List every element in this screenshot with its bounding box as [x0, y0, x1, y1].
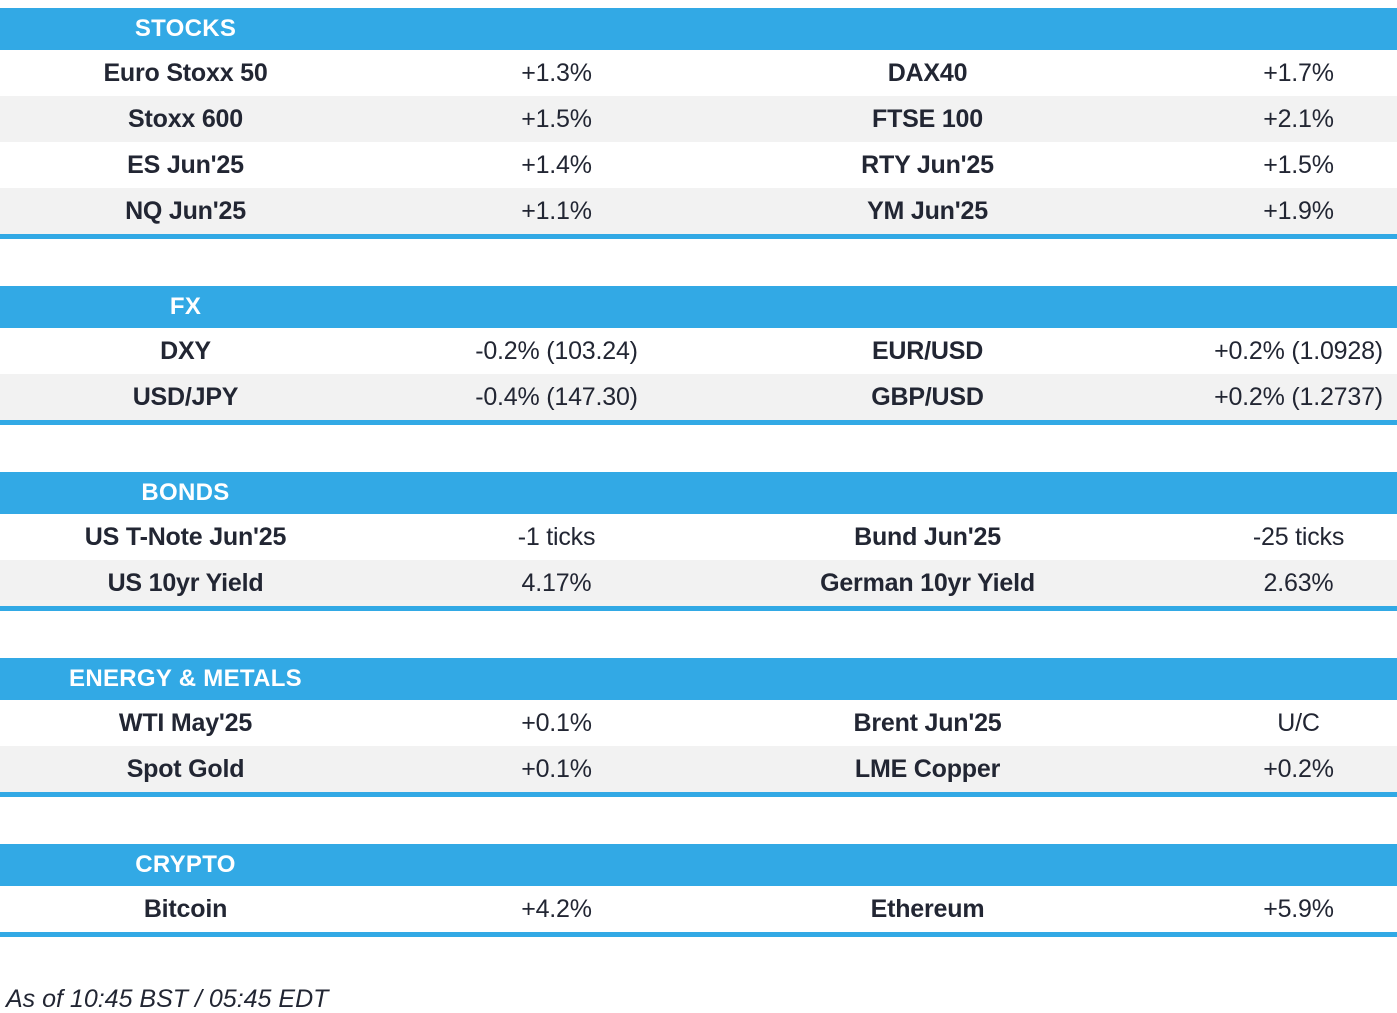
instrument-name-cell: German 10yr Yield — [820, 568, 1035, 597]
instrument-value-cell: -0.2% (103.24) — [475, 336, 638, 365]
table-row: US 10yr Yield 4.17% German 10yr Yield 2.… — [0, 560, 1397, 606]
section-fx: FX DXY -0.2% (103.24) EUR/USD +0.2% (1.0… — [0, 286, 1397, 425]
instrument-value-cell: -25 ticks — [1252, 522, 1345, 551]
section-rows: US T-Note Jun'25 -1 ticks Bund Jun'25 -2… — [0, 514, 1397, 606]
table-row: NQ Jun'25 +1.1% YM Jun'25 +1.9% — [0, 188, 1397, 234]
section-rows: WTI May'25 +0.1% Brent Jun'25 U/C Spot G… — [0, 700, 1397, 792]
instrument-value-cell: +1.9% — [1263, 196, 1334, 225]
instrument-value-cell: 4.17% — [521, 568, 592, 597]
instrument-value-cell: -1 ticks — [517, 522, 596, 551]
table-row: USD/JPY -0.4% (147.30) GBP/USD +0.2% (1.… — [0, 374, 1397, 420]
instrument-name-cell: ES Jun'25 — [127, 150, 244, 179]
table-row: DXY -0.2% (103.24) EUR/USD +0.2% (1.0928… — [0, 328, 1397, 374]
instrument-name-cell: Bitcoin — [143, 894, 228, 923]
instrument-name-cell: Spot Gold — [126, 754, 245, 783]
instrument-name-cell: US 10yr Yield — [107, 568, 264, 597]
table-row: US T-Note Jun'25 -1 ticks Bund Jun'25 -2… — [0, 514, 1397, 560]
instrument-name-cell: Bund Jun'25 — [854, 522, 1001, 551]
instrument-value-cell: +1.7% — [1263, 58, 1334, 87]
table-row: WTI May'25 +0.1% Brent Jun'25 U/C — [0, 700, 1397, 746]
section-title: ENERGY & METALS — [69, 665, 302, 692]
instrument-name-cell: NQ Jun'25 — [125, 196, 246, 225]
section-header: FX — [0, 286, 1397, 328]
instrument-name-cell: EUR/USD — [871, 336, 984, 365]
instrument-name-cell: DAX40 — [887, 58, 968, 87]
instrument-name-cell: LME Copper — [854, 754, 1001, 783]
instrument-name-cell: Euro Stoxx 50 — [103, 58, 268, 87]
instrument-name-cell: GBP/USD — [871, 382, 984, 411]
instrument-value-cell: +1.5% — [1263, 150, 1334, 179]
section-title: CRYPTO — [135, 851, 236, 878]
instrument-value-cell: +0.2% (1.2737) — [1214, 382, 1383, 411]
instrument-value-cell: +0.1% — [521, 754, 592, 783]
instrument-value-cell: +5.9% — [1263, 894, 1334, 923]
instrument-name-cell: FTSE 100 — [872, 104, 983, 133]
table-row: Bitcoin +4.2% Ethereum +5.9% — [0, 886, 1397, 932]
section-header: STOCKS — [0, 8, 1397, 50]
section-title: BONDS — [141, 479, 230, 506]
instrument-name-cell: Stoxx 600 — [128, 104, 243, 133]
instrument-name-cell: WTI May'25 — [118, 708, 253, 737]
instrument-value-cell: -0.4% (147.30) — [475, 382, 638, 411]
instrument-name-cell: YM Jun'25 — [867, 196, 988, 225]
table-row: Stoxx 600 +1.5% FTSE 100 +2.1% — [0, 96, 1397, 142]
instrument-value-cell: U/C — [1277, 708, 1320, 737]
instrument-name-cell: US T-Note Jun'25 — [84, 522, 287, 551]
instrument-value-cell: +0.1% — [521, 708, 592, 737]
instrument-name-cell: RTY Jun'25 — [861, 150, 994, 179]
instrument-name-cell: Brent Jun'25 — [853, 708, 1002, 737]
instrument-value-cell: +0.2% (1.0928) — [1214, 336, 1383, 365]
as-of-timestamp: As of 10:45 BST / 05:45 EDT — [6, 985, 329, 1013]
section-title: STOCKS — [134, 15, 237, 42]
section-bonds: BONDS US T-Note Jun'25 -1 ticks Bund Jun… — [0, 472, 1397, 611]
instrument-value-cell: +1.1% — [521, 196, 592, 225]
section-header: CRYPTO — [0, 844, 1397, 886]
instrument-value-cell: +1.3% — [521, 58, 592, 87]
section-header: BONDS — [0, 472, 1397, 514]
instrument-value-cell: +4.2% — [521, 894, 592, 923]
section-energy-metals: ENERGY & METALS WTI May'25 +0.1% Brent J… — [0, 658, 1397, 797]
instrument-value-cell: +0.2% — [1263, 754, 1334, 783]
table-row: ES Jun'25 +1.4% RTY Jun'25 +1.5% — [0, 142, 1397, 188]
instrument-value-cell: +2.1% — [1263, 104, 1334, 133]
instrument-name-cell: DXY — [160, 336, 211, 365]
section-rows: DXY -0.2% (103.24) EUR/USD +0.2% (1.0928… — [0, 328, 1397, 420]
section-stocks: STOCKS Euro Stoxx 50 +1.3% DAX40 +1.7% S… — [0, 8, 1397, 239]
table-row: Spot Gold +0.1% LME Copper +0.2% — [0, 746, 1397, 792]
instrument-name-cell: Ethereum — [870, 894, 985, 923]
instrument-value-cell: +1.4% — [521, 150, 592, 179]
section-header: ENERGY & METALS — [0, 658, 1397, 700]
instrument-value-cell: 2.63% — [1263, 568, 1334, 597]
section-crypto: CRYPTO Bitcoin +4.2% Ethereum +5.9% — [0, 844, 1397, 937]
instrument-value-cell: +1.5% — [521, 104, 592, 133]
section-title: FX — [169, 293, 202, 320]
table-row: Euro Stoxx 50 +1.3% DAX40 +1.7% — [0, 50, 1397, 96]
instrument-name-cell: USD/JPY — [132, 382, 239, 411]
section-rows: Bitcoin +4.2% Ethereum +5.9% — [0, 886, 1397, 932]
section-rows: Euro Stoxx 50 +1.3% DAX40 +1.7% Stoxx 60… — [0, 50, 1397, 234]
